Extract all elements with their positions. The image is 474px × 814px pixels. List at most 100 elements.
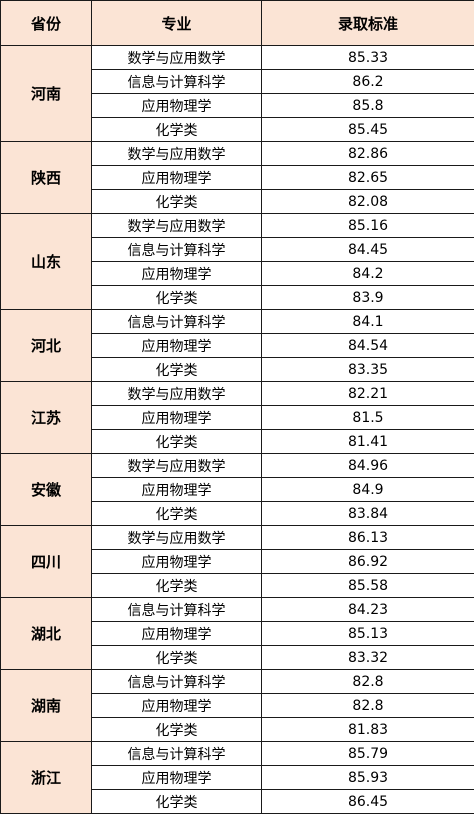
major-cell: 化学类 — [91, 357, 262, 382]
major-cell: 信息与计算科学 — [91, 597, 262, 622]
major-cell: 应用物理学 — [91, 405, 262, 430]
major-cell: 数学与应用数学 — [91, 141, 262, 166]
table-row: 湖北 信息与计算科学 84.23 — [0, 597, 474, 670]
score-cell: 82.8 — [261, 669, 474, 694]
table-row: 信息与计算科学 86.2 — [1, 69, 474, 94]
table-header-row: 省份 专业 录取标准 — [0, 0, 474, 46]
score-cell: 83.84 — [261, 501, 474, 526]
score-cell: 85.58 — [261, 573, 474, 598]
score-cell: 85.45 — [261, 117, 474, 142]
score-cell: 85.33 — [261, 45, 474, 70]
major-cell: 数学与应用数学 — [91, 45, 262, 70]
major-cell: 应用物理学 — [91, 549, 262, 574]
province-cell: 湖南 — [0, 669, 92, 742]
score-cell: 86.13 — [261, 525, 474, 550]
score-cell: 86.2 — [261, 69, 474, 94]
score-cell: 83.32 — [261, 645, 474, 670]
table-row: 陕西 数学与应用数学 82.86 — [0, 141, 474, 214]
score-cell: 84.2 — [261, 261, 474, 286]
table-row: 应用物理学 84.2 — [1, 261, 474, 286]
major-cell: 应用物理学 — [91, 93, 262, 118]
score-cell: 82.08 — [261, 189, 474, 214]
major-cell: 信息与计算科学 — [91, 237, 262, 262]
major-cell: 信息与计算科学 — [91, 741, 262, 766]
table-row: 应用物理学 82.65 — [1, 165, 474, 190]
table-row: 应用物理学 86.92 — [1, 549, 474, 574]
header-province: 省份 — [0, 0, 92, 46]
score-cell: 84.9 — [261, 477, 474, 502]
table-row: 浙江 信息与计算科学 85.79 — [0, 741, 474, 814]
major-cell: 信息与计算科学 — [91, 69, 262, 94]
major-cell: 化学类 — [91, 573, 262, 598]
table-row: 信息与计算科学 84.45 — [1, 237, 474, 262]
table-row: 化学类 86.45 — [1, 789, 474, 814]
major-cell: 信息与计算科学 — [91, 669, 262, 694]
major-cell: 应用物理学 — [91, 765, 262, 790]
table-row: 安徽 数学与应用数学 84.96 — [0, 453, 474, 526]
table-row: 河南 数学与应用数学 85.33 — [0, 45, 474, 142]
header-major: 专业 — [91, 0, 262, 46]
table-row: 化学类 83.84 — [1, 501, 474, 526]
table-row: 化学类 85.45 — [1, 117, 474, 142]
major-cell: 化学类 — [91, 645, 262, 670]
score-cell: 85.16 — [261, 213, 474, 238]
score-cell: 84.23 — [261, 597, 474, 622]
province-cell: 山东 — [0, 213, 92, 310]
table-row: 化学类 81.41 — [1, 429, 474, 454]
table-row: 化学类 83.9 — [1, 285, 474, 310]
province-cell: 江苏 — [0, 381, 92, 454]
table-row: 化学类 82.08 — [1, 189, 474, 214]
province-cell: 河南 — [0, 45, 92, 142]
table-row: 山东 数学与应用数学 85.16 — [0, 213, 474, 310]
score-cell: 82.21 — [261, 381, 474, 406]
table-row: 化学类 85.58 — [1, 573, 474, 598]
score-cell: 81.5 — [261, 405, 474, 430]
major-cell: 信息与计算科学 — [91, 309, 262, 334]
major-cell: 应用物理学 — [91, 261, 262, 286]
score-cell: 85.93 — [261, 765, 474, 790]
province-cell: 四川 — [0, 525, 92, 598]
score-cell: 84.96 — [261, 453, 474, 478]
major-cell: 应用物理学 — [91, 165, 262, 190]
major-cell: 应用物理学 — [91, 477, 262, 502]
score-cell: 82.8 — [261, 693, 474, 718]
table-row: 湖南 信息与计算科学 82.8 — [0, 669, 474, 742]
score-cell: 85.13 — [261, 621, 474, 646]
province-cell: 安徽 — [0, 453, 92, 526]
score-cell: 85.79 — [261, 741, 474, 766]
major-cell: 数学与应用数学 — [91, 525, 262, 550]
score-cell: 84.45 — [261, 237, 474, 262]
major-cell: 数学与应用数学 — [91, 453, 262, 478]
province-cell: 河北 — [0, 309, 92, 382]
major-cell: 应用物理学 — [91, 333, 262, 358]
major-cell: 化学类 — [91, 717, 262, 742]
province-cell: 湖北 — [0, 597, 92, 670]
province-cell: 陕西 — [0, 141, 92, 214]
table-body: 河南 数学与应用数学 85.33 信息与计算科学 86.2 应用物理学 85.8 化学类 85.… — [0, 45, 474, 814]
score-cell: 83.9 — [261, 285, 474, 310]
table-row: 应用物理学 85.8 — [1, 93, 474, 118]
table-row: 四川 数学与应用数学 86.13 — [0, 525, 474, 598]
major-cell: 化学类 — [91, 789, 262, 814]
score-cell: 84.54 — [261, 333, 474, 358]
table-row: 江苏 数学与应用数学 82.21 — [0, 381, 474, 454]
major-cell: 应用物理学 — [91, 693, 262, 718]
table-row: 河北 信息与计算科学 84.1 — [0, 309, 474, 382]
table-row: 化学类 83.35 — [1, 357, 474, 382]
major-cell: 化学类 — [91, 285, 262, 310]
score-cell: 86.92 — [261, 549, 474, 574]
major-cell: 数学与应用数学 — [91, 213, 262, 238]
major-cell: 化学类 — [91, 429, 262, 454]
score-cell: 81.83 — [261, 717, 474, 742]
table-row: 化学类 81.83 — [1, 717, 474, 742]
major-cell: 化学类 — [91, 189, 262, 214]
score-cell: 84.1 — [261, 309, 474, 334]
major-cell: 化学类 — [91, 501, 262, 526]
score-cell: 86.45 — [261, 789, 474, 814]
major-cell: 数学与应用数学 — [91, 381, 262, 406]
major-cell: 应用物理学 — [91, 621, 262, 646]
major-cell: 化学类 — [91, 117, 262, 142]
score-cell: 82.86 — [261, 141, 474, 166]
table-row: 应用物理学 84.9 — [1, 477, 474, 502]
